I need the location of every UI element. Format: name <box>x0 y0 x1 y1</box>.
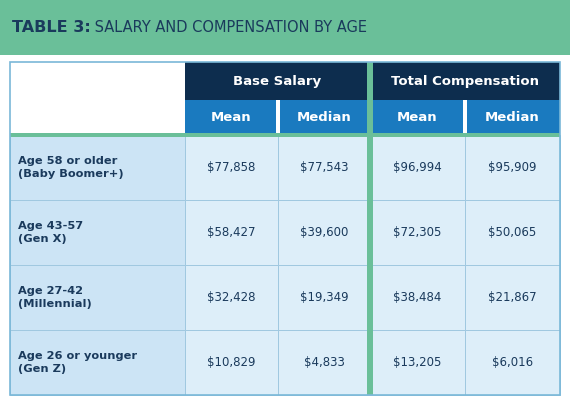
Text: Age 58 or older
(Baby Boomer+): Age 58 or older (Baby Boomer+) <box>18 156 124 179</box>
FancyBboxPatch shape <box>185 200 278 265</box>
FancyBboxPatch shape <box>465 200 560 265</box>
Text: $13,205: $13,205 <box>393 356 442 369</box>
Text: Age 27-42
(Millennial): Age 27-42 (Millennial) <box>18 286 92 309</box>
Text: $77,543: $77,543 <box>300 161 348 174</box>
FancyBboxPatch shape <box>185 62 370 100</box>
FancyBboxPatch shape <box>370 265 465 330</box>
FancyBboxPatch shape <box>185 265 278 330</box>
FancyBboxPatch shape <box>278 200 370 265</box>
Text: $50,065: $50,065 <box>488 226 536 239</box>
Text: Total Compensation: Total Compensation <box>391 75 539 87</box>
Text: TABLE 3:: TABLE 3: <box>12 20 91 35</box>
Text: $6,016: $6,016 <box>492 356 533 369</box>
FancyBboxPatch shape <box>10 135 185 200</box>
FancyBboxPatch shape <box>278 100 370 135</box>
Text: $38,484: $38,484 <box>393 291 442 304</box>
Text: Age 43-57
(Gen X): Age 43-57 (Gen X) <box>18 221 83 244</box>
FancyBboxPatch shape <box>185 330 278 395</box>
FancyBboxPatch shape <box>465 265 560 330</box>
Text: $77,858: $77,858 <box>207 161 256 174</box>
FancyBboxPatch shape <box>370 100 465 135</box>
FancyBboxPatch shape <box>10 200 185 265</box>
FancyBboxPatch shape <box>367 62 373 395</box>
FancyBboxPatch shape <box>278 330 370 395</box>
Text: $95,909: $95,909 <box>488 161 537 174</box>
Text: $10,829: $10,829 <box>207 356 256 369</box>
Text: $58,427: $58,427 <box>207 226 256 239</box>
FancyBboxPatch shape <box>370 62 560 100</box>
Text: $19,349: $19,349 <box>300 291 348 304</box>
FancyBboxPatch shape <box>465 330 560 395</box>
FancyBboxPatch shape <box>370 200 465 265</box>
Text: $21,867: $21,867 <box>488 291 537 304</box>
FancyBboxPatch shape <box>10 330 185 395</box>
FancyBboxPatch shape <box>278 265 370 330</box>
Text: $96,994: $96,994 <box>393 161 442 174</box>
FancyBboxPatch shape <box>276 100 280 135</box>
Text: $72,305: $72,305 <box>393 226 442 239</box>
Text: $4,833: $4,833 <box>304 356 344 369</box>
Text: Base Salary: Base Salary <box>234 75 321 87</box>
FancyBboxPatch shape <box>0 0 570 55</box>
FancyBboxPatch shape <box>370 330 465 395</box>
FancyBboxPatch shape <box>185 135 278 200</box>
FancyBboxPatch shape <box>10 265 185 330</box>
FancyBboxPatch shape <box>465 100 560 135</box>
Text: $32,428: $32,428 <box>207 291 256 304</box>
Text: $39,600: $39,600 <box>300 226 348 239</box>
Text: Median: Median <box>296 111 351 124</box>
FancyBboxPatch shape <box>185 100 278 135</box>
FancyBboxPatch shape <box>465 135 560 200</box>
Text: SALARY AND COMPENSATION BY AGE: SALARY AND COMPENSATION BY AGE <box>90 20 367 35</box>
Text: Mean: Mean <box>211 111 252 124</box>
Text: Age 26 or younger
(Gen Z): Age 26 or younger (Gen Z) <box>18 351 137 374</box>
FancyBboxPatch shape <box>278 135 370 200</box>
FancyBboxPatch shape <box>370 135 465 200</box>
FancyBboxPatch shape <box>463 100 467 135</box>
Text: Mean: Mean <box>397 111 438 124</box>
FancyBboxPatch shape <box>10 133 560 137</box>
Text: Median: Median <box>485 111 540 124</box>
